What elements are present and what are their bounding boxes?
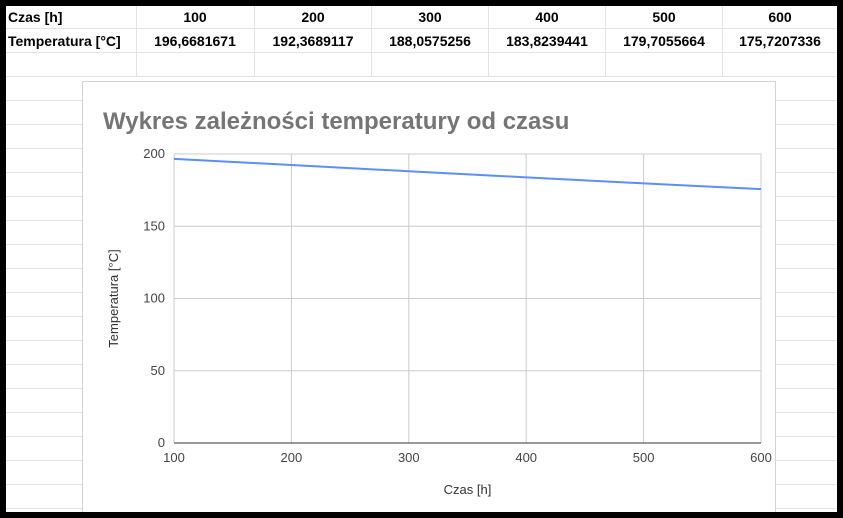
cell-czas-500[interactable]: 500 [652, 9, 676, 25]
line-chart: 100 200 300 400 500 600 0 50 100 150 200 Czas [h] Te… [106, 146, 772, 497]
grid-row-line [6, 76, 837, 77]
screenshot-frame: Czas [h] 100 200 300 400 500 600 Tempera… [6, 6, 837, 512]
chart-card[interactable]: Wykres zależności temperatury od czasu 1… [82, 81, 776, 512]
x-tick-label: 200 [281, 450, 303, 465]
grid-col-line [488, 6, 489, 76]
grid-col-line [605, 6, 606, 76]
cell-temp-500[interactable]: 179,7055664 [623, 33, 705, 49]
chart-title: Wykres zależności temperatury od czasu [103, 108, 570, 135]
grid-col-line [722, 6, 723, 76]
y-axis-title: Temperatura [°C] [106, 249, 121, 347]
y-tick-label: 0 [158, 435, 165, 450]
cell-czas-400[interactable]: 400 [535, 9, 559, 25]
cell-czas-label[interactable]: Czas [h] [8, 9, 63, 25]
cell-czas-200[interactable]: 200 [301, 9, 325, 25]
cell-temp-400[interactable]: 183,8239441 [506, 33, 588, 49]
grid-col-line [136, 6, 137, 76]
cell-temp-600[interactable]: 175,7207336 [739, 33, 821, 49]
cell-temp-100[interactable]: 196,6681671 [154, 33, 236, 49]
grid-row-line [6, 28, 837, 29]
cell-temperatura-label[interactable]: Temperatura [°C] [8, 33, 121, 49]
x-tick-label: 600 [750, 450, 772, 465]
y-tick-label: 50 [151, 363, 165, 378]
x-tick-label: 400 [515, 450, 537, 465]
cell-czas-100[interactable]: 100 [183, 9, 207, 25]
x-tick-label: 100 [163, 450, 185, 465]
x-tick-label: 500 [633, 450, 655, 465]
cell-temp-300[interactable]: 188,0575256 [389, 33, 471, 49]
cell-czas-300[interactable]: 300 [418, 9, 442, 25]
y-tick-label: 100 [143, 291, 165, 306]
y-tick-label: 150 [143, 218, 165, 233]
x-axis-title: Czas [h] [444, 482, 492, 497]
x-tick-label: 300 [398, 450, 420, 465]
grid-row-line [6, 52, 837, 53]
grid-col-line [254, 6, 255, 76]
series-line [173, 157, 762, 191]
cell-temp-200[interactable]: 192,3689117 [272, 33, 354, 49]
y-tick-label: 200 [143, 146, 165, 161]
grid-col-line [371, 6, 372, 76]
cell-czas-600[interactable]: 600 [768, 9, 792, 25]
